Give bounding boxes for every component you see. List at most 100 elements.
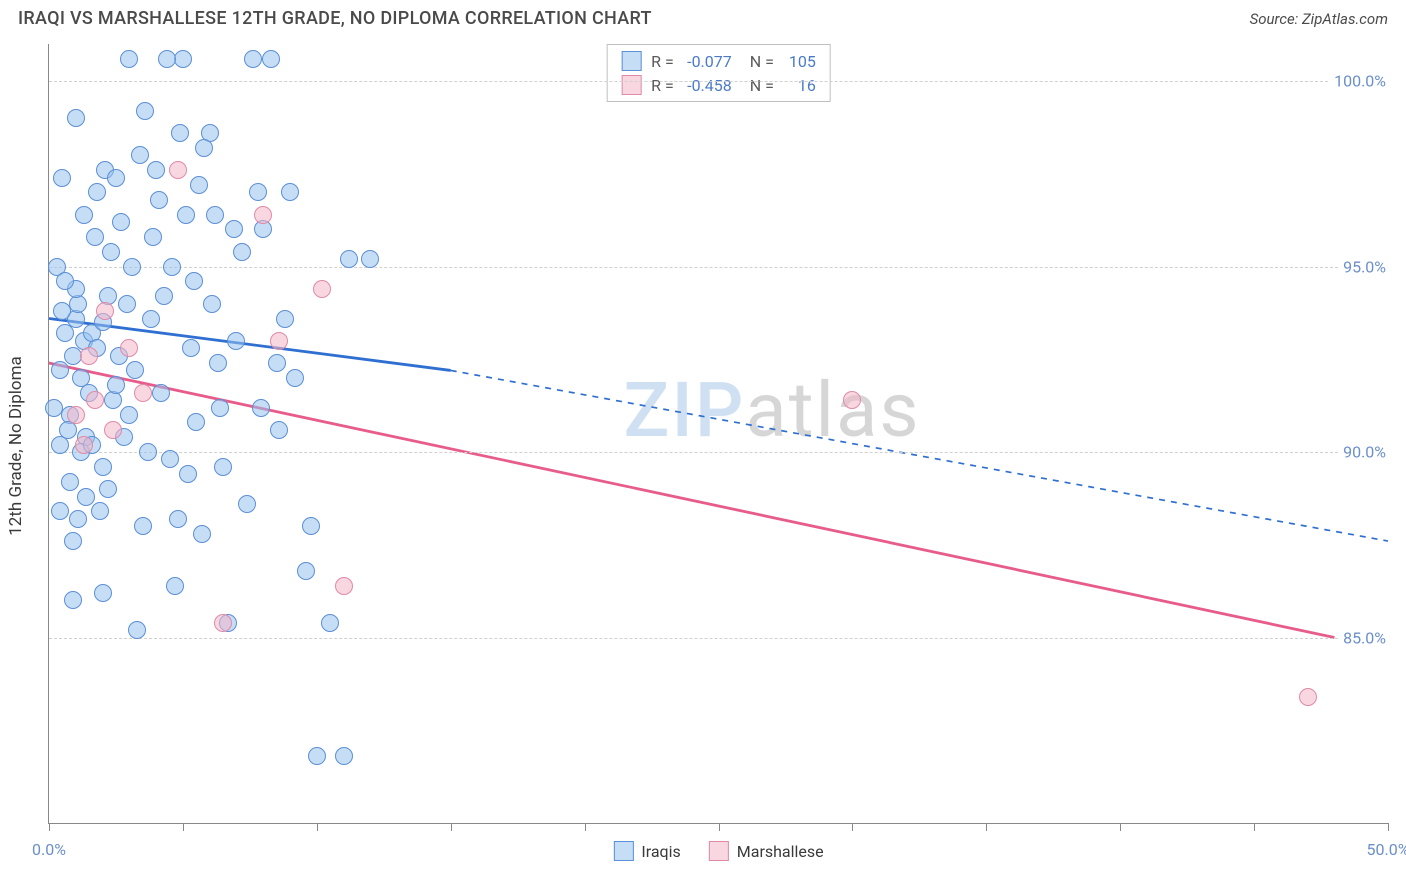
- scatter-point: [96, 302, 114, 320]
- xtick: [183, 823, 184, 831]
- scatter-point: [45, 399, 63, 417]
- legend-label-2: Marshallese: [737, 842, 824, 861]
- scatter-point: [1299, 688, 1317, 706]
- scatter-point: [174, 50, 192, 68]
- scatter-point: [203, 295, 221, 313]
- legend-item-2: Marshallese: [709, 841, 824, 861]
- stats-row-2: R = -0.458 N = 16: [621, 73, 816, 97]
- ytick-label: 100.0%: [1330, 72, 1390, 91]
- scatter-point: [123, 258, 141, 276]
- stats-row-1: R = -0.077 N = 105: [621, 49, 816, 73]
- scatter-point: [104, 421, 122, 439]
- scatter-point: [214, 614, 232, 632]
- scatter-point: [126, 361, 144, 379]
- y-axis-label: 12th Grade, No Diploma: [6, 356, 26, 536]
- scatter-point: [67, 109, 85, 127]
- scatter-point: [147, 161, 165, 179]
- scatter-point: [276, 310, 294, 328]
- scatter-point: [206, 206, 224, 224]
- scatter-point: [166, 577, 184, 595]
- watermark: ZIPatlas: [623, 365, 920, 455]
- ytick-label: 90.0%: [1339, 443, 1390, 462]
- xtick: [451, 823, 452, 831]
- scatter-point: [195, 139, 213, 157]
- scatter-point: [56, 272, 74, 290]
- ytick-label: 85.0%: [1339, 628, 1390, 647]
- scatter-point: [80, 347, 98, 365]
- scatter-point: [308, 747, 326, 765]
- watermark-part2: atlas: [745, 365, 920, 455]
- scatter-point: [150, 191, 168, 209]
- scatter-point: [209, 354, 227, 372]
- scatter-point: [51, 436, 69, 454]
- scatter-point: [134, 517, 152, 535]
- xtick: [1254, 823, 1255, 831]
- stats-box: R = -0.077 N = 105 R = -0.458 N = 16: [606, 44, 831, 102]
- watermark-part1: ZIP: [623, 365, 745, 455]
- scatter-point: [61, 473, 79, 491]
- xtick-label: 0.0%: [32, 840, 66, 859]
- xtick: [1120, 823, 1121, 831]
- xtick: [986, 823, 987, 831]
- scatter-point: [86, 391, 104, 409]
- scatter-point: [262, 50, 280, 68]
- xtick: [719, 823, 720, 831]
- scatter-point: [94, 584, 112, 602]
- legend: Iraqis Marshallese: [613, 841, 823, 861]
- scatter-point: [163, 258, 181, 276]
- scatter-point: [313, 280, 331, 298]
- scatter-point: [214, 458, 232, 476]
- scatter-point: [77, 488, 95, 506]
- swatch-series1-icon: [621, 51, 641, 71]
- scatter-point: [112, 213, 130, 231]
- scatter-point: [53, 302, 71, 320]
- scatter-point: [136, 102, 154, 120]
- scatter-point: [302, 517, 320, 535]
- scatter-point: [244, 50, 262, 68]
- scatter-point: [270, 332, 288, 350]
- scatter-point: [120, 406, 138, 424]
- scatter-point: [179, 465, 197, 483]
- scatter-point: [118, 295, 136, 313]
- scatter-point: [254, 206, 272, 224]
- scatter-point: [102, 243, 120, 261]
- scatter-point: [53, 169, 71, 187]
- scatter-point: [88, 183, 106, 201]
- scatter-point: [107, 169, 125, 187]
- gridline: [49, 452, 1388, 453]
- scatter-point: [51, 361, 69, 379]
- scatter-point: [169, 161, 187, 179]
- scatter-point: [158, 50, 176, 68]
- legend-swatch-1-icon: [613, 841, 633, 861]
- swatch-series2-icon: [621, 75, 641, 95]
- scatter-point: [227, 332, 245, 350]
- scatter-point: [107, 376, 125, 394]
- n-value-1: 105: [778, 52, 816, 71]
- scatter-point: [94, 458, 112, 476]
- trend-lines: [49, 44, 1388, 823]
- r-value-1: -0.077: [678, 52, 732, 71]
- scatter-point: [361, 250, 379, 268]
- scatter-point: [182, 339, 200, 357]
- scatter-point: [120, 339, 138, 357]
- scatter-point: [177, 206, 195, 224]
- scatter-point: [249, 183, 267, 201]
- scatter-point: [171, 124, 189, 142]
- scatter-point: [75, 206, 93, 224]
- scatter-point: [152, 384, 170, 402]
- scatter-point: [268, 354, 286, 372]
- scatter-point: [335, 747, 353, 765]
- scatter-point: [64, 591, 82, 609]
- scatter-point: [142, 310, 160, 328]
- scatter-point: [155, 287, 173, 305]
- scatter-point: [75, 436, 93, 454]
- gridline: [49, 638, 1388, 639]
- r-value-2: -0.458: [678, 76, 732, 95]
- scatter-point: [139, 443, 157, 461]
- scatter-point: [252, 399, 270, 417]
- scatter-point: [120, 50, 138, 68]
- legend-label-1: Iraqis: [641, 842, 680, 861]
- xtick-label: 50.0%: [1367, 840, 1406, 859]
- legend-swatch-2-icon: [709, 841, 729, 861]
- scatter-point: [190, 176, 208, 194]
